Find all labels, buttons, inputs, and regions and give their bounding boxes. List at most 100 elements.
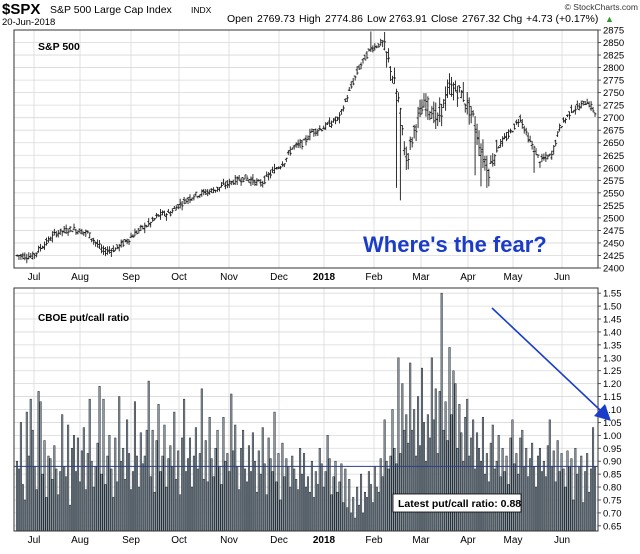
price-ohlc-bar [589, 101, 593, 111]
putcall-x-label: Jun [554, 535, 570, 546]
price-ohlc-bar [263, 175, 267, 185]
putcall-bar [212, 476, 215, 532]
price-ohlc-bar [575, 100, 579, 110]
putcall-tick-label: 0.75 [603, 495, 622, 506]
price-ohlc-bar [166, 208, 170, 214]
price-ohlc-bar [454, 80, 457, 92]
price-ohlc-bar [117, 244, 121, 252]
price-ohlc-bar [341, 105, 345, 112]
putcall-bar [399, 453, 402, 532]
price-ohlc-bar [284, 157, 288, 163]
putcall-bar [369, 484, 372, 532]
price-ohlc-bar [514, 119, 518, 125]
price-ohlc-bar [98, 240, 101, 249]
putcall-bar [161, 455, 164, 532]
putcall-bar [405, 414, 408, 532]
putcall-bar [531, 442, 534, 532]
price-ohlc-bar [540, 153, 544, 162]
putcall-bar [246, 481, 249, 532]
price-tick-label: 2675 [603, 126, 624, 137]
price-ohlc-bar [145, 224, 149, 228]
putcall-tick-label: 0.85 [603, 470, 622, 481]
price-ohlc-bar [202, 188, 206, 196]
putcall-bar [491, 424, 494, 532]
putcall-bar [59, 471, 62, 532]
putcall-bar [74, 471, 77, 532]
price-x-label: Sep [122, 272, 140, 283]
price-ohlc-bar [178, 198, 182, 209]
putcall-bar [165, 486, 168, 532]
putcall-tick-label: 1.50 [603, 302, 622, 313]
exchange-text: INDX [191, 5, 212, 15]
putcall-tick-label: 0.65 [603, 521, 622, 532]
putcall-bar [546, 445, 549, 532]
putcall-bar [303, 453, 306, 532]
price-ohlc-bar [518, 114, 522, 123]
putcall-bar [116, 481, 119, 532]
putcall-bar [232, 450, 235, 532]
price-ohlc-bar [406, 153, 410, 170]
putcall-bar [122, 448, 125, 532]
price-panel-title: S&P 500 [38, 41, 80, 53]
putcall-bar [558, 471, 561, 532]
price-ohlc-bar [41, 245, 44, 249]
putcall-bar [269, 458, 272, 532]
putcall-bar [527, 476, 530, 532]
price-ohlc-bar [109, 248, 113, 257]
putcall-tick-label: 1.35 [603, 340, 622, 351]
price-ohlc-bar [402, 141, 406, 156]
putcall-bar [544, 476, 547, 532]
putcall-bar [385, 460, 388, 532]
price-ohlc-bar [432, 101, 436, 124]
price-ohlc-bars [15, 31, 597, 264]
putcall-bar [476, 432, 479, 532]
price-ohlc-bar [463, 103, 467, 113]
price-ohlc-bar [80, 228, 84, 235]
putcall-bar [263, 463, 266, 532]
price-ohlc-bar [481, 139, 485, 168]
putcall-bar [478, 448, 481, 532]
price-ohlc-bar [31, 251, 35, 260]
putcall-bar [102, 398, 105, 532]
price-tick-label: 2850 [603, 38, 624, 49]
putcall-bar [283, 476, 286, 532]
putcall-bar [371, 502, 374, 532]
price-ohlc-bar [430, 106, 434, 119]
putcall-bar [381, 476, 384, 532]
price-ohlc-bar [271, 166, 274, 173]
price-ohlc-bar [100, 244, 103, 254]
price-ohlc-bar [475, 123, 479, 145]
putcall-bar [159, 471, 162, 532]
price-ohlc-bar [94, 241, 98, 247]
putcall-bar [588, 491, 591, 532]
price-ohlc-bar [381, 39, 385, 48]
price-ohlc-bar [322, 125, 326, 130]
index-name-text: S&P 500 Large Cap Index [50, 4, 173, 16]
putcall-bar [332, 476, 335, 532]
price-ohlc-bar [336, 116, 339, 122]
putcall-bar [206, 481, 209, 532]
putcall-bar [208, 417, 211, 532]
putcall-bar [360, 473, 363, 532]
price-ohlc-bar [119, 239, 123, 248]
putcall-bar [529, 458, 532, 532]
putcall-bar [234, 424, 237, 532]
putcall-bar [340, 463, 343, 532]
low-value: 2763.91 [389, 13, 427, 25]
putcall-bar [556, 440, 559, 532]
price-ohlc-bar [562, 117, 565, 123]
arrow-shaft [491, 307, 601, 411]
price-ohlc-bar [208, 189, 212, 195]
putcall-bar [383, 419, 386, 532]
price-ohlc-bar [298, 138, 302, 149]
putcall-bar [562, 468, 565, 532]
putcall-bar [187, 458, 190, 532]
price-ohlc-bar [279, 165, 282, 170]
putcall-bar [222, 417, 225, 532]
latest-ratio-box [392, 493, 522, 513]
putcall-bar [33, 466, 36, 532]
putcall-bar [118, 396, 121, 532]
putcall-bar [540, 471, 543, 532]
price-ohlc-bar [220, 182, 223, 188]
low-label: Low [367, 13, 387, 25]
